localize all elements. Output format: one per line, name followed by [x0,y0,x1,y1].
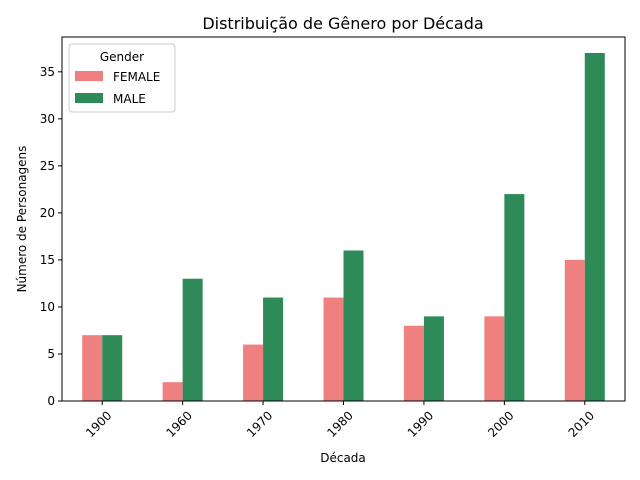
legend: Gender FEMALE MALE [68,43,176,113]
y-tick-label: 0 [47,394,55,408]
bar-female-2000 [484,316,505,401]
bar-male-1970 [263,297,284,401]
bar-female-1980 [323,297,344,401]
plot-frame [61,36,626,402]
bar-male-1990 [423,316,444,401]
y-tick-label: 35 [40,65,55,79]
bar-male-2000 [504,194,525,401]
bar-female-2010 [564,259,585,401]
x-axis-label: Década [320,451,366,465]
legend-title: Gender [100,50,144,64]
bar-female-1990 [403,325,424,401]
y-tick-label: 20 [40,206,55,220]
y-tick-label: 5 [47,347,55,361]
bar-male-2010 [584,52,605,402]
bar-male-1980 [343,250,364,401]
y-tick-label: 30 [40,112,55,126]
y-tick-label: 10 [40,300,55,314]
x-tick-label: 1970 [244,408,275,439]
bar-female-1970 [243,344,264,401]
legend-label-male: MALE [113,92,146,106]
plot-area: 0 5 10 15 20 25 30 35 1900 1960 1970 1980 1990 2000 20… [40,52,605,440]
y-tick-label: 15 [40,253,55,267]
x-tick-label: 1980 [324,408,355,439]
x-tick-label: 1960 [163,408,194,439]
x-tick-label: 1990 [405,408,436,439]
x-tick-label: 2000 [485,408,516,439]
legend-swatch-female [75,71,103,81]
bar-male-1900 [102,335,123,401]
y-axis-label: Número de Personagens [15,146,29,293]
legend-swatch-male [75,93,103,103]
y-tick-label: 25 [40,159,55,173]
bar-male-1960 [182,278,203,401]
x-tick-label: 2010 [566,408,597,439]
x-tick-label: 1900 [83,408,114,439]
bar-female-1900 [82,335,103,401]
chart-title: Distribuição de Gênero por Década [202,14,483,33]
bar-female-1960 [162,382,183,401]
legend-label-female: FEMALE [113,70,160,84]
